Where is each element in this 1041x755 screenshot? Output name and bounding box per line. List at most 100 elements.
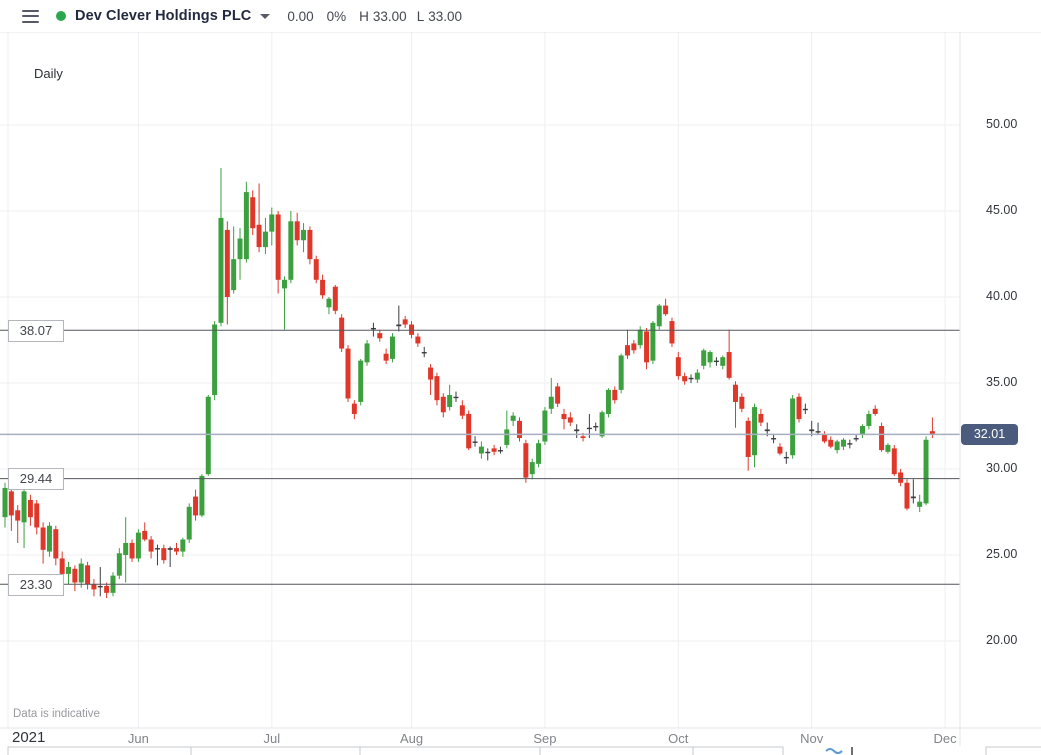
candle-body [447,395,453,408]
candle-body [351,403,357,414]
candle-body [307,229,313,260]
candle-body [224,229,230,297]
candle-body [301,229,307,241]
candle-body [732,384,738,402]
candle-body [294,221,300,241]
candle-body [396,324,402,327]
candle-body [840,439,846,447]
candle-body [218,217,224,323]
candle-body [472,441,478,443]
price-tick-label: 50.00 [986,117,1018,131]
candle-body [237,238,243,260]
candle-body [205,396,211,475]
candle-body [809,429,815,432]
candle-body [669,321,675,344]
candle-body [231,259,237,291]
candle-body [713,360,719,363]
candle-body [510,415,516,421]
price-level-label[interactable]: 23.30 [8,573,64,596]
candle-body [116,553,122,576]
candle-body [15,510,21,521]
time-axis[interactable]: Jun Jul Aug Sep Oct Nov Dec [0,729,960,747]
candle-body [758,413,764,423]
quote-high-label: H [359,8,369,24]
candle-body [167,548,173,550]
candle-body [650,322,656,361]
candle-body [269,214,275,232]
candle-body [59,558,65,574]
candle-body [459,405,465,416]
candle-body [739,396,745,409]
last-price-badge: 32.01 [961,423,1018,445]
time-tick-label: Oct [668,731,689,746]
logo-mark-icon [825,748,843,754]
price-tick-label: 30.00 [986,461,1018,475]
candle-body [574,429,580,432]
time-tick-label: Jul [263,731,281,746]
candle-body [434,376,440,401]
candle-body [281,279,287,289]
candle-body [421,352,427,354]
candle-body [707,352,713,363]
candle-body [663,305,669,315]
candle-body [726,352,732,378]
candle-body [752,407,758,456]
price-tick-label: 35.00 [986,375,1018,389]
candle-body [612,389,618,401]
candle-body [853,438,859,440]
candle-body [402,319,408,325]
candle-body [91,584,97,590]
price-axis[interactable]: 50.00 45.00 40.00 35.00 30.00 25.00 20.00 [961,32,1041,728]
price-level-label[interactable]: 38.07 [8,319,64,342]
candle-body [440,396,446,413]
menu-icon[interactable] [22,9,39,23]
candle-body [428,367,434,380]
candle-body [129,542,135,559]
price-level-label[interactable]: 29.44 [8,468,64,491]
candle-body [523,443,529,478]
candle-body [142,530,148,540]
candle-body [313,259,319,280]
symbol-name[interactable]: Dev Clever Holdings PLC [75,8,252,24]
candle-body [580,436,586,439]
candle-body [891,448,897,475]
candle-body [593,426,599,428]
candle-body [866,413,872,426]
candle-body [821,434,827,442]
candle-body [409,324,415,335]
chevron-down-icon[interactable] [260,13,271,19]
candle-body [675,357,681,377]
candle-body [618,355,624,390]
candle-body [656,305,662,327]
candle-body [910,496,916,499]
quote-low-label: L [416,8,425,24]
candle-body [497,450,503,452]
quote-change: 0.00 [287,8,314,24]
candle-body [256,224,262,248]
candle-body [148,539,154,552]
candle-body [701,350,707,366]
candle-body [529,462,535,475]
candle-body [885,444,891,452]
candle-body [504,429,510,445]
candle-body [34,503,40,528]
candle-body [212,324,218,396]
candle-body [783,456,789,459]
price-tick-label: 45.00 [986,203,1018,217]
price-tick-label: 20.00 [986,633,1018,647]
candle-body [771,438,777,440]
candle-body [243,192,249,260]
candle-body [631,343,637,351]
interval-label: Daily [34,66,63,81]
candle-body [790,398,796,456]
candle-body [389,336,395,359]
price-tick-label: 25.00 [986,547,1018,561]
candle-body [879,426,885,451]
candle-body [720,357,726,366]
top-toolbar: Dev Clever Holdings PLC 0.00 0% H 33.00 … [0,0,1041,32]
candle-body [377,333,383,339]
candle-body [78,563,84,583]
candle-body [8,491,14,516]
